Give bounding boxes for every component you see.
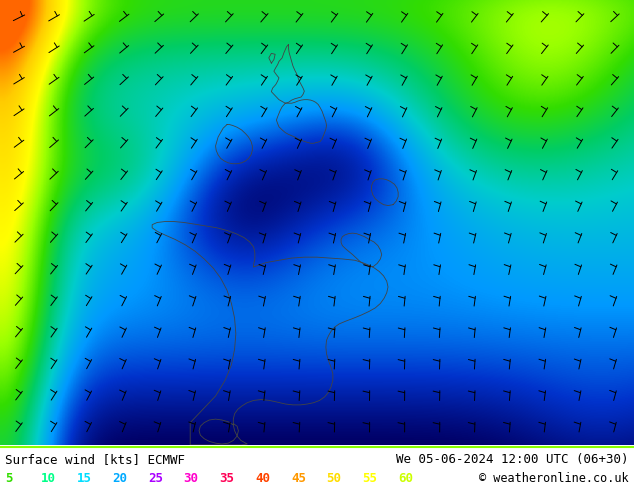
Text: We 05-06-2024 12:00 UTC (06+30): We 05-06-2024 12:00 UTC (06+30) (396, 453, 629, 466)
Text: 25: 25 (148, 471, 163, 485)
Text: 5: 5 (5, 471, 13, 485)
Text: 60: 60 (398, 471, 413, 485)
Text: 55: 55 (363, 471, 377, 485)
Text: © weatheronline.co.uk: © weatheronline.co.uk (479, 471, 629, 485)
Text: 10: 10 (41, 471, 56, 485)
Text: 40: 40 (256, 471, 270, 485)
Text: 50: 50 (327, 471, 342, 485)
Text: 20: 20 (112, 471, 127, 485)
Text: Surface wind [kts] ECMWF: Surface wind [kts] ECMWF (5, 453, 185, 466)
Text: 35: 35 (219, 471, 235, 485)
Text: 30: 30 (184, 471, 198, 485)
Text: 15: 15 (77, 471, 91, 485)
Text: 45: 45 (291, 471, 306, 485)
